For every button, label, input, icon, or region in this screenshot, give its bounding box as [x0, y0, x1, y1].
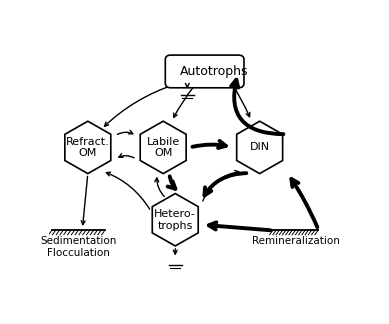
Polygon shape [140, 121, 186, 174]
Text: DIN: DIN [250, 143, 270, 152]
FancyBboxPatch shape [171, 60, 238, 83]
Polygon shape [65, 121, 111, 174]
Polygon shape [152, 193, 198, 246]
FancyBboxPatch shape [165, 55, 244, 88]
Text: Refract.
OM: Refract. OM [66, 137, 110, 158]
Text: Labile
OM: Labile OM [147, 137, 180, 158]
Text: Hetero-
trophs: Hetero- trophs [154, 209, 196, 231]
Polygon shape [237, 121, 283, 174]
Text: Autotrophs: Autotrophs [180, 65, 249, 78]
Text: Sedimentation
Flocculation: Sedimentation Flocculation [40, 236, 117, 258]
Text: Remineralization: Remineralization [252, 236, 340, 246]
